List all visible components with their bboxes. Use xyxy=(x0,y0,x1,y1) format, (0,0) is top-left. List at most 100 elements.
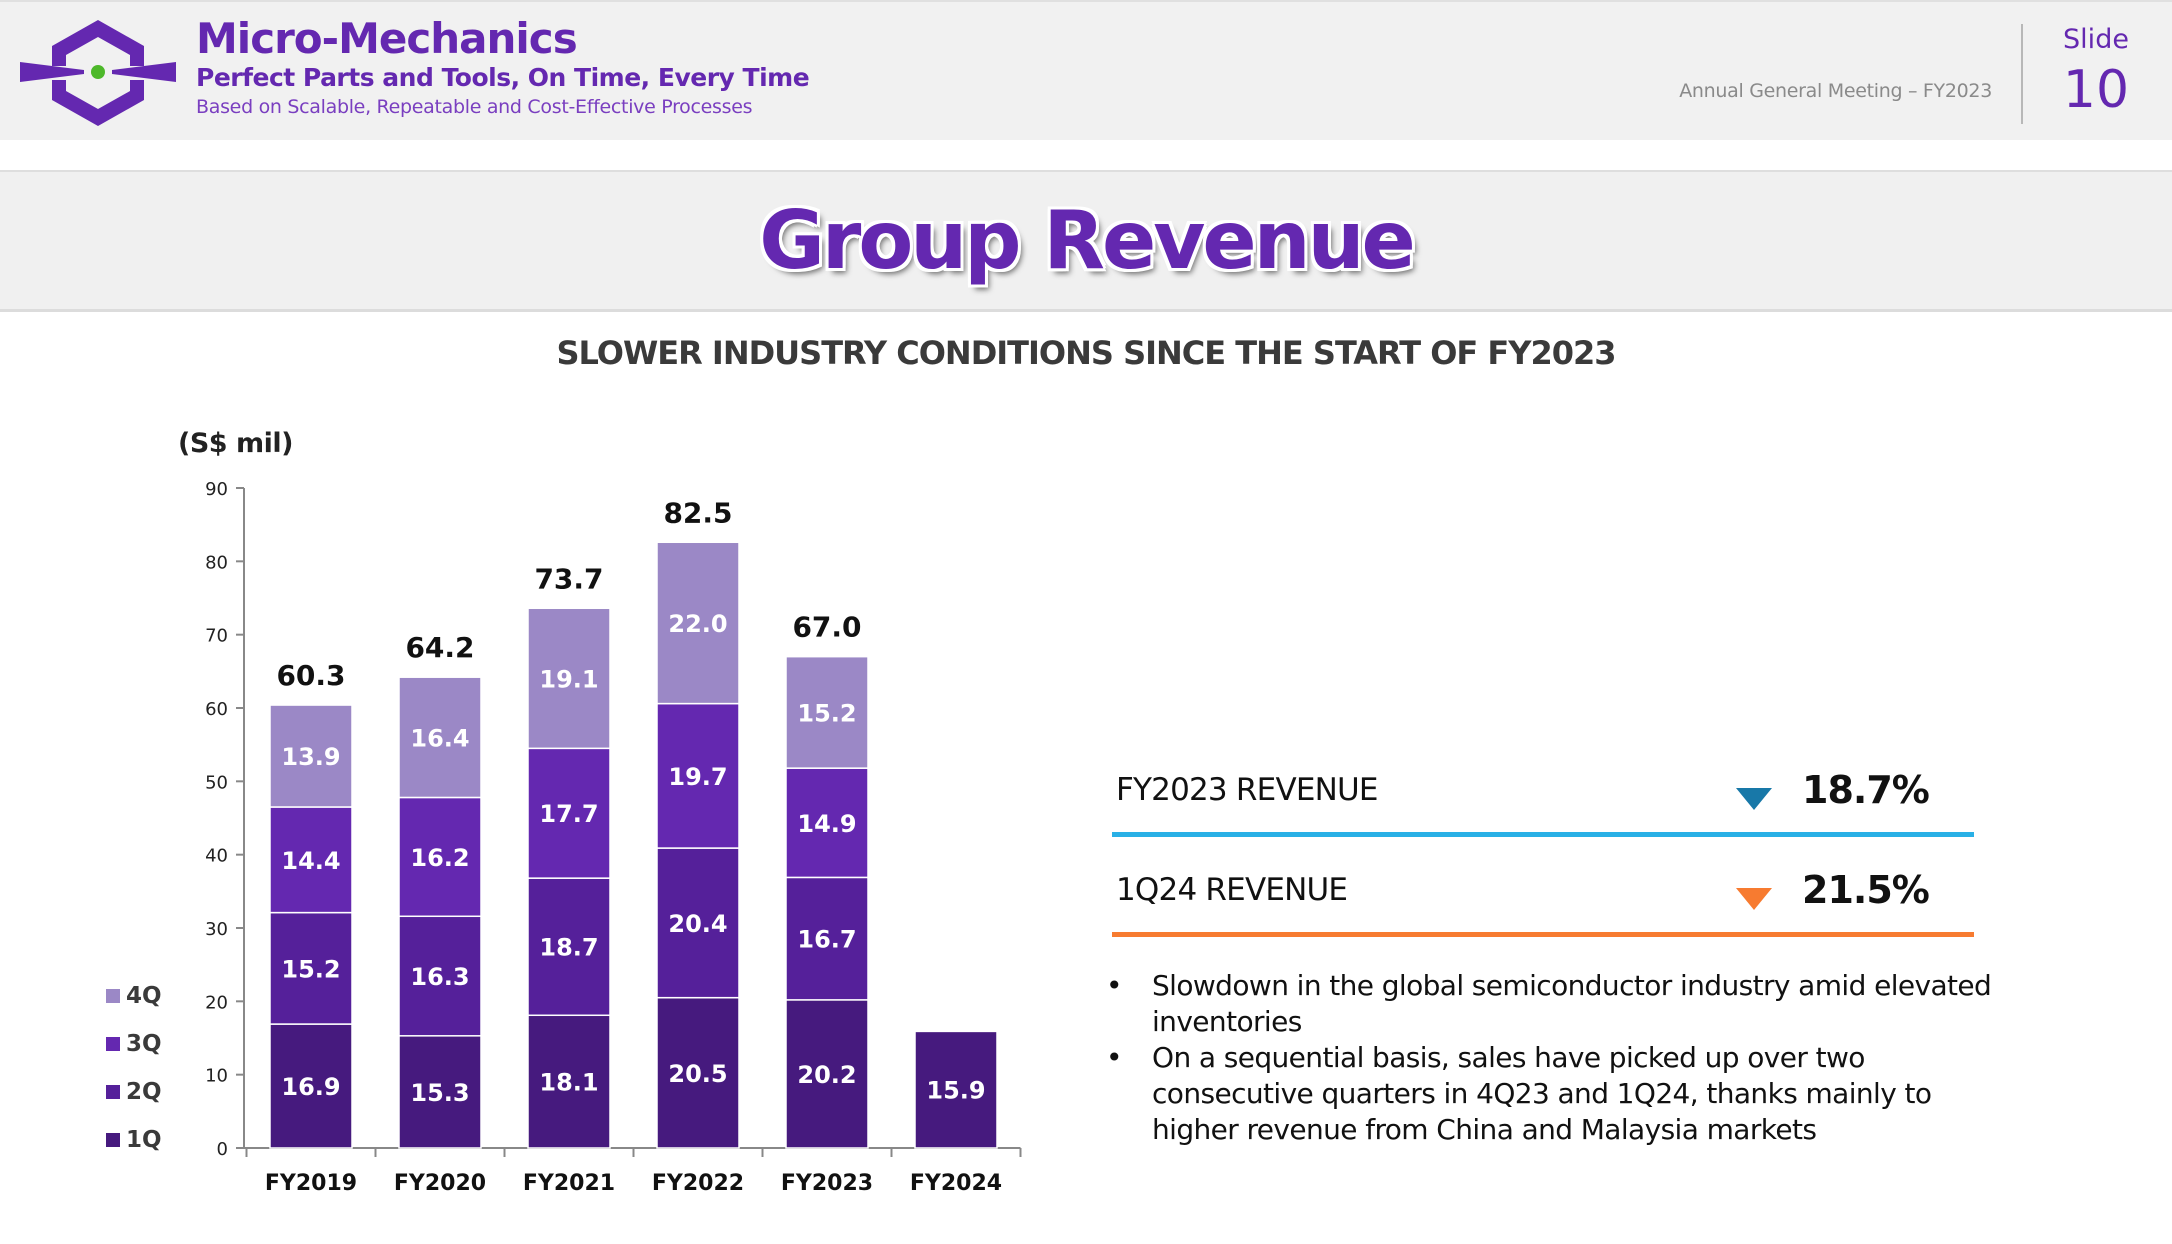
bar-data-label: 15.2 xyxy=(797,699,856,727)
title-band: Group Revenue xyxy=(0,170,2172,312)
legend-label-2q: 2Q xyxy=(126,1079,162,1105)
y-tick-label: 0 xyxy=(217,1139,228,1160)
company-name: Micro-Mechanics xyxy=(196,14,578,63)
bar-data-label: 16.4 xyxy=(410,724,469,752)
bar-data-label: 16.2 xyxy=(410,844,469,872)
company-subtagline: Based on Scalable, Repeatable and Cost-E… xyxy=(196,96,753,118)
legend-item-4q: 4Q xyxy=(106,972,162,1020)
bar-data-label: 15.9 xyxy=(926,1077,985,1105)
slide-number: 10 xyxy=(2062,60,2130,120)
bar-segment-3q-fy2020 xyxy=(398,796,482,918)
bar-data-label: 15.3 xyxy=(410,1079,469,1107)
legend-item-2q: 2Q xyxy=(106,1068,162,1116)
bar-segment-1q-fy2023 xyxy=(785,999,869,1149)
bar-segment-2q-fy2021 xyxy=(527,877,611,1017)
bar-segment-1q-fy2022 xyxy=(656,996,740,1149)
bar-total-label: 60.3 xyxy=(276,659,345,692)
bullet-text: Slowdown in the global semiconductor ind… xyxy=(1152,969,1992,1038)
bar-data-label: 15.2 xyxy=(281,955,340,983)
x-tick-label: FY2021 xyxy=(523,1171,615,1196)
bar-data-label: 16.9 xyxy=(281,1073,340,1101)
bar-segment-3q-fy2019 xyxy=(269,806,353,914)
company-logo-icon xyxy=(20,20,176,126)
bar-segment-1q-fy2024 xyxy=(914,1030,998,1149)
kpi-label: 1Q24 REVENUE xyxy=(1116,872,1348,908)
down-triangle-icon xyxy=(1736,788,1772,810)
y-tick-label: 60 xyxy=(205,699,228,720)
bar-data-label: 20.2 xyxy=(797,1061,856,1089)
bar-segment-3q-fy2021 xyxy=(527,747,611,879)
y-tick-label: 30 xyxy=(205,919,228,940)
y-axis-unit-label: (S$ mil) xyxy=(178,428,293,459)
bar-total-label: 82.5 xyxy=(663,496,732,529)
y-tick-label: 50 xyxy=(205,772,228,793)
page-subtitle: SLOWER INDUSTRY CONDITIONS SINCE THE STA… xyxy=(556,334,1616,372)
bar-segment-1q-fy2020 xyxy=(398,1035,482,1149)
header-divider xyxy=(2021,24,2023,124)
legend-swatch-1q xyxy=(106,1133,120,1147)
bar-total-label: 64.2 xyxy=(405,631,474,664)
bar-data-label: 17.7 xyxy=(539,800,598,828)
bar-data-label: 16.3 xyxy=(410,963,469,991)
bar-data-label: 18.7 xyxy=(539,934,598,962)
kpi-value: 21.5% xyxy=(1802,868,1930,912)
company-tagline: Perfect Parts and Tools, On Time, Every … xyxy=(196,63,810,92)
meeting-label: Annual General Meeting – FY2023 xyxy=(1679,80,1992,102)
bar-segment-2q-fy2022 xyxy=(656,847,740,999)
bar-segment-4q-fy2022 xyxy=(656,541,740,705)
page-title: Group Revenue xyxy=(759,194,1416,287)
down-triangle-icon xyxy=(1736,888,1772,910)
bar-data-label: 16.7 xyxy=(797,926,856,954)
kpi-1q24-revenue: 1Q24 REVENUE 21.5% xyxy=(1112,860,1974,937)
legend-label-4q: 4Q xyxy=(126,983,162,1009)
bar-data-label: 13.9 xyxy=(281,743,340,771)
bar-segment-1q-fy2021 xyxy=(527,1014,611,1149)
commentary-bullets: • Slowdown in the global semiconductor in… xyxy=(1100,968,2000,1148)
x-tick-label: FY2023 xyxy=(781,1171,873,1196)
bar-segment-2q-fy2023 xyxy=(785,876,869,1001)
bar-data-label: 20.5 xyxy=(668,1060,727,1088)
legend-item-1q: 1Q xyxy=(106,1116,162,1164)
kpi-value: 18.7% xyxy=(1802,768,1930,812)
y-tick-label: 70 xyxy=(205,626,228,647)
legend-swatch-2q xyxy=(106,1085,120,1099)
brand-block: Micro-Mechanics Perfect Parts and Tools,… xyxy=(196,14,810,120)
bar-data-label: 18.1 xyxy=(539,1069,598,1097)
bar-segment-4q-fy2023 xyxy=(785,655,869,769)
bar-segment-4q-fy2021 xyxy=(527,607,611,750)
legend-item-3q: 3Q xyxy=(106,1020,162,1068)
legend-swatch-4q xyxy=(106,989,120,1003)
bar-segment-4q-fy2019 xyxy=(269,704,353,808)
bullet-icon: • xyxy=(1106,969,1123,1002)
kpi-fy2023-revenue: FY2023 REVENUE 18.7% xyxy=(1112,760,1974,837)
bar-data-label: 19.7 xyxy=(668,763,727,791)
bullet-icon: • xyxy=(1106,1041,1123,1074)
bar-segment-4q-fy2020 xyxy=(398,676,482,799)
bar-segment-3q-fy2023 xyxy=(785,767,869,879)
bar-total-label: 67.0 xyxy=(792,611,861,644)
legend-label-3q: 3Q xyxy=(126,1031,162,1057)
kpi-underline xyxy=(1112,932,1974,937)
kpi-underline xyxy=(1112,832,1974,837)
y-tick-label: 10 xyxy=(205,1066,228,1087)
y-tick-label: 20 xyxy=(205,992,228,1013)
kpi-label: FY2023 REVENUE xyxy=(1116,772,1379,808)
slide-header: Micro-Mechanics Perfect Parts and Tools,… xyxy=(0,0,2172,140)
bar-data-label: 22.0 xyxy=(668,610,727,638)
x-tick-label: FY2024 xyxy=(910,1171,1002,1196)
bar-total-label: 73.7 xyxy=(534,562,603,595)
y-tick-label: 90 xyxy=(205,479,228,500)
legend-label-1q: 1Q xyxy=(126,1127,162,1153)
chart-legend: 4Q 3Q 2Q 1Q xyxy=(106,972,162,1164)
bullet-item: • Slowdown in the global semiconductor in… xyxy=(1100,968,2000,1040)
x-tick-label: FY2020 xyxy=(394,1171,486,1196)
y-tick-label: 80 xyxy=(205,552,228,573)
legend-swatch-3q xyxy=(106,1037,120,1051)
bar-data-label: 19.1 xyxy=(539,665,598,693)
bar-data-label: 20.4 xyxy=(668,910,727,938)
x-tick-label: FY2019 xyxy=(265,1171,357,1196)
bar-data-label: 14.9 xyxy=(797,810,856,838)
bullet-text: On a sequential basis, sales have picked… xyxy=(1152,1041,1932,1146)
slide-label: Slide xyxy=(2063,24,2129,55)
